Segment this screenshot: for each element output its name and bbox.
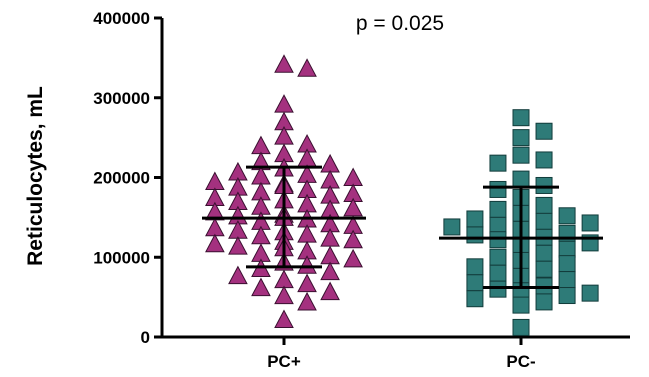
data-point-pc-plus [205,217,225,237]
p-value-annotation: p = 0.025 [356,12,444,35]
data-point-pc-minus [489,216,507,234]
data-point-pc-minus [466,258,484,276]
data-point-pc-minus [558,287,576,305]
data-point-pc-minus [512,109,530,127]
data-point-pc-plus [320,281,340,301]
data-point-pc-minus [535,277,553,295]
y-tick-label: 300000 [93,89,150,108]
data-point-pc-minus [466,210,484,228]
data-point-pc-plus [251,277,271,297]
data-point-pc-minus [558,271,576,289]
data-point-pc-plus [274,309,294,329]
data-point-pc-plus [297,255,317,274]
data-point-pc-minus [512,296,530,314]
data-point-pc-minus [489,264,507,282]
data-point-pc-plus [297,58,317,77]
y-tick-label: 400000 [93,9,150,28]
data-point-pc-minus [466,290,484,308]
data-point-pc-plus [274,285,294,305]
data-point-pc-minus [489,180,507,198]
x-tick-label: PC- [506,352,535,371]
data-point-pc-minus [558,240,576,258]
y-tick-label: 200000 [93,169,150,188]
data-point-pc-plus [274,54,294,73]
data-point-pc-plus [251,135,271,155]
data-point-pc-minus [512,129,530,147]
data-point-pc-minus [535,176,553,194]
x-tick-label: PC+ [267,352,301,371]
y-tick-label: 0 [141,328,150,347]
data-point-pc-minus [558,207,576,225]
data-point-pc-minus [535,244,553,262]
y-tick-label: 100000 [93,248,150,267]
data-point-pc-minus [535,260,553,278]
data-point-pc-minus [512,318,530,336]
data-point-pc-minus [535,122,553,140]
axes: 0 100000 200000 300000 400000 PC+ PC- [93,9,630,371]
y-axis-label: Reticulocytes, mL [24,86,47,266]
data-point-pc-minus [489,200,507,218]
data-point-pc-plus [297,273,317,293]
data-point-pc-plus [297,224,317,243]
data-points [205,54,599,336]
data-point-pc-minus [535,293,553,311]
data-point-pc-plus [320,153,340,173]
data-point-pc-minus [466,226,484,244]
data-point-pc-plus [228,265,248,285]
data-point-pc-minus [489,248,507,266]
data-point-pc-minus [558,255,576,273]
data-point-pc-minus [443,218,461,236]
data-point-pc-plus [205,233,225,253]
data-point-pc-minus [581,214,599,232]
data-point-pc-minus [489,280,507,298]
data-point-pc-minus [535,212,553,230]
data-point-pc-plus [274,94,294,113]
data-point-pc-plus [228,236,248,255]
data-point-pc-plus [343,229,363,249]
data-point-pc-plus [343,248,363,268]
data-point-pc-minus [535,151,553,169]
data-point-pc-minus [512,146,530,164]
data-point-pc-minus [466,274,484,292]
data-point-pc-plus [297,291,317,311]
data-point-pc-minus [535,196,553,214]
summary-bars [202,165,603,290]
data-point-pc-minus [512,170,530,188]
data-point-pc-minus [489,231,507,249]
data-point-pc-minus [581,284,599,302]
data-point-pc-plus [320,261,340,281]
data-point-pc-plus [205,171,225,191]
data-point-pc-plus [320,245,340,265]
data-point-pc-plus [274,269,294,289]
data-point-pc-minus [489,154,507,172]
data-point-pc-plus [343,167,363,187]
